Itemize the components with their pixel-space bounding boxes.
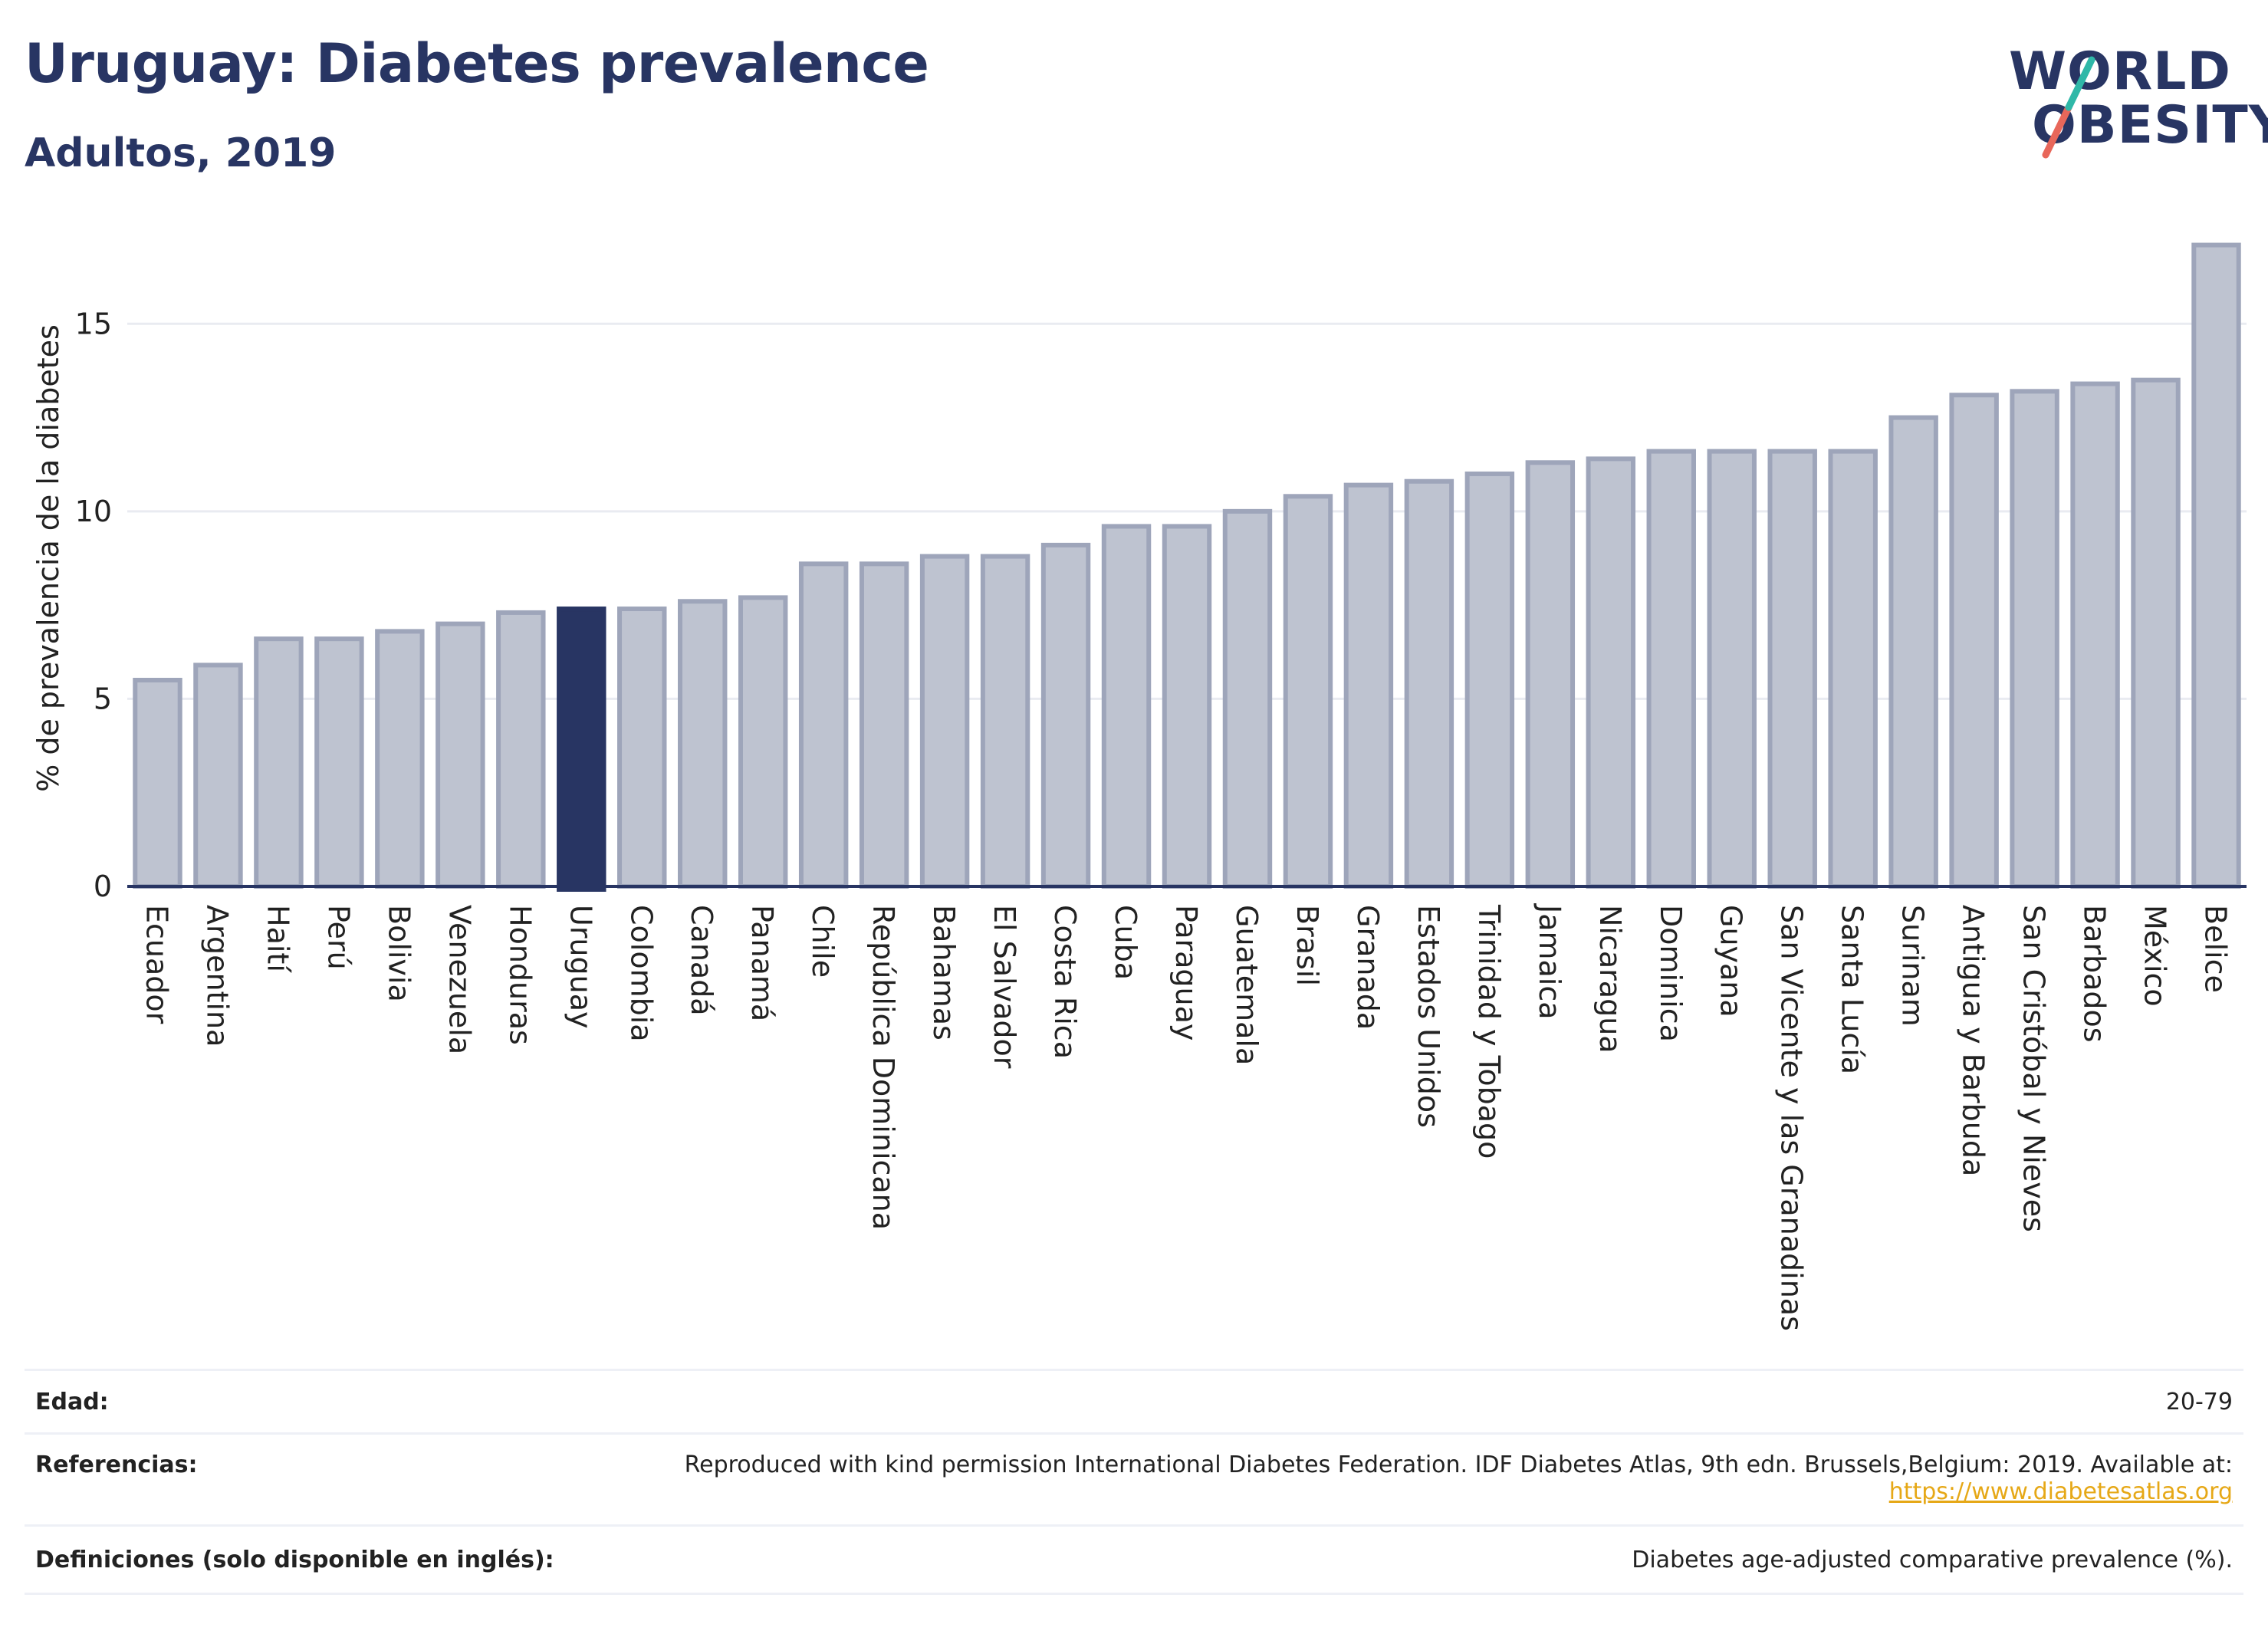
x-tick-label: El Salvador [988,905,1021,1069]
bar [193,662,243,889]
bar [1888,415,1938,889]
x-tick-label: Colombia [624,905,658,1042]
x-tick-label: Granada [1351,905,1385,1030]
bar [1828,449,1878,889]
bar [1525,460,1576,889]
x-tick-label: República Dominicana [866,905,900,1230]
bar [1646,449,1696,889]
bar-chart: 0 5 10 15 Ecuador Argentina Haití Perú Bolivia Ve… [31,242,2247,1331]
x-tick-label: Honduras [503,905,537,1045]
references-value: Reproduced with kind permission Internat… [685,1452,2243,1505]
logo-slash-icon [2042,56,2095,159]
x-tick-label: Costa Rica [1048,905,1082,1059]
x-tick-label: Venezuela [442,905,476,1054]
x-tick-label: San Cristóbal y Nieves [2017,905,2051,1232]
bar [557,607,606,893]
bar [436,621,485,889]
bar [1101,524,1152,889]
x-tick-label: Argentina [200,905,234,1047]
bars [133,242,2241,893]
bar [133,677,182,889]
bar [798,561,849,889]
x-tick-label: Uruguay [564,905,597,1029]
bar [1343,482,1394,889]
x-tick-label: Haití [261,905,294,973]
bar [1040,542,1091,889]
x-tick-label: Guatemala [1230,905,1264,1065]
x-tick-label: Santa Lucía [1836,905,1869,1074]
references-link[interactable]: https://www.diabetesatlas.org [1888,1478,2233,1505]
x-tick-label: Jamaica [1533,903,1566,1020]
bar [1404,478,1454,889]
bar [1162,524,1212,889]
bar [375,629,425,889]
definitions-value: Diabetes age-adjusted comparative preval… [1632,1546,2233,1573]
x-tick-label: Barbados [2078,905,2112,1043]
references-label: Referencias: [35,1452,198,1478]
bar [2010,389,2059,889]
x-tick-label: Panamá [745,905,779,1021]
bar [1707,449,1757,889]
age-value: 20-79 [2165,1388,2233,1415]
x-tick-label: San Vicente y las Granadinas [1775,905,1809,1331]
bar [2191,242,2241,889]
bar [919,554,970,889]
bar [2070,381,2120,889]
x-tick-label: Guyana [1714,905,1748,1018]
bar [1464,471,1515,889]
y-tick-label: 10 [75,495,112,528]
x-tick-label: Trinidad y Tobago [1472,904,1506,1159]
y-tick-label: 15 [75,307,112,340]
page-subtitle: Adultos, 2019 [25,130,337,176]
bar [859,561,909,889]
x-tick-label: Belice [2199,905,2233,993]
bar [1949,393,1999,889]
x-tick-label: Bolivia [382,905,416,1002]
tick-labels: 0 5 10 15 Ecuador Argentina Haití Perú Bolivia Ve… [75,307,2233,1331]
bar [314,636,364,889]
bar [1586,456,1636,889]
bar [1767,449,1817,889]
bar [980,554,1030,889]
references-text: Reproduced with kind permission Internat… [684,1452,2233,1478]
x-tick-label: Estados Unidos [1412,905,1445,1128]
bar [496,610,546,889]
x-tick-label: México [2138,905,2172,1007]
bar [1222,508,1273,889]
age-row: Edad: 20-79 [25,1369,2243,1432]
bar [617,607,667,889]
x-tick-label: Canadá [685,905,718,1016]
x-tick-label: Nicaragua [1593,905,1627,1054]
x-tick-label: Paraguay [1169,905,1203,1041]
x-tick-label: Ecuador [140,905,173,1024]
y-axis-label: % de prevalencia de la diabetes [31,324,65,792]
x-tick-label: Bahamas [927,905,961,1041]
bar [1283,494,1333,889]
logo-line1: WORLD [2009,41,2231,102]
definitions-row: Definiciones (solo disponible en inglés)… [25,1524,2243,1595]
x-tick-label: Brasil [1290,905,1324,986]
definitions-label: Definiciones (solo disponible en inglés)… [35,1546,554,1573]
x-tick-label: Antigua y Barbuda [1957,905,1990,1176]
bar [678,599,728,889]
bar [2131,377,2181,889]
x-tick-label: Chile [806,905,840,978]
world-obesity-logo: WORLD OBESITY [1994,23,2268,169]
x-tick-label: Perú [321,905,355,970]
references-row: Referencias: Reproduced with kind permis… [25,1432,2243,1524]
info-table: Edad: 20-79 Referencias: Reproduced with… [25,1369,2243,1595]
age-label: Edad: [35,1388,109,1415]
page-title: Uruguay: Diabetes prevalence [25,32,929,95]
y-tick-label: 5 [94,682,112,715]
x-tick-label: Cuba [1109,905,1142,980]
y-tick-label: 0 [94,870,112,903]
bar [738,595,788,889]
bar [254,636,304,889]
x-tick-label: Dominica [1654,905,1688,1042]
x-tick-label: Surinam [1896,905,1930,1027]
